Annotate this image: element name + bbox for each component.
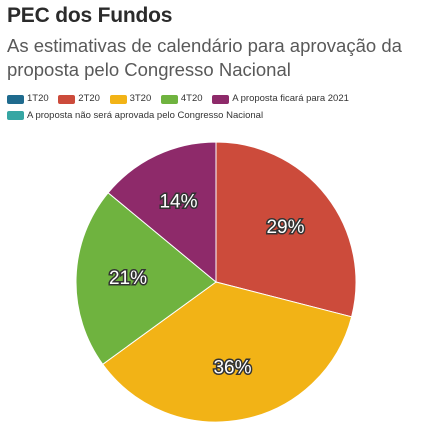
legend-label: 1T20: [27, 93, 49, 104]
chart-legend: 1T20 2T20 3T20 4T20 A proposta ficará pa…: [7, 92, 435, 125]
legend-item-2021[interactable]: A proposta ficará para 2021: [212, 92, 349, 106]
pie-labels: 29% 36% 21% 14%: [107, 190, 306, 380]
pie-slice-4t20[interactable]: [75, 192, 217, 365]
pie-slice-2t20[interactable]: [215, 141, 357, 318]
pie-slices: [75, 141, 357, 423]
legend-item-1t20[interactable]: 1T20: [7, 92, 49, 106]
legend-swatch: [7, 94, 24, 104]
legend-swatch: [109, 94, 127, 104]
legend-item-not-approved[interactable]: A proposta não será aprovada pelo Congre…: [7, 109, 263, 123]
legend-swatch: [160, 94, 178, 104]
legend-item-4t20[interactable]: 4T20: [160, 92, 203, 106]
slice-data-label: 14%: [159, 191, 197, 212]
legend-label: 3T20: [129, 93, 152, 104]
slice-data-label: 21%: [109, 268, 147, 289]
legend-label: 2T20: [78, 93, 100, 104]
pie-slice-a-proposta-ficar-para-2021[interactable]: [107, 141, 217, 284]
legend-label: A proposta não será aprovada pelo Congre…: [27, 109, 264, 121]
slice-data-label: 29%: [266, 217, 304, 238]
pie-slice-3t20[interactable]: [102, 281, 353, 423]
chart-title: PEC dos Fundos: [7, 4, 173, 27]
chart-subtitle: As estimativas de calendário para aprova…: [7, 35, 402, 80]
legend-swatch: [7, 111, 24, 120]
legend-label: 4T20: [180, 93, 203, 104]
legend-swatch: [58, 94, 76, 104]
legend-item-3t20[interactable]: 3T20: [109, 92, 152, 106]
legend-swatch: [212, 94, 230, 104]
slice-data-label: 36%: [213, 357, 251, 378]
legend-label: A proposta ficará para 2021: [232, 93, 349, 104]
legend-item-2t20[interactable]: 2T20: [58, 92, 100, 106]
